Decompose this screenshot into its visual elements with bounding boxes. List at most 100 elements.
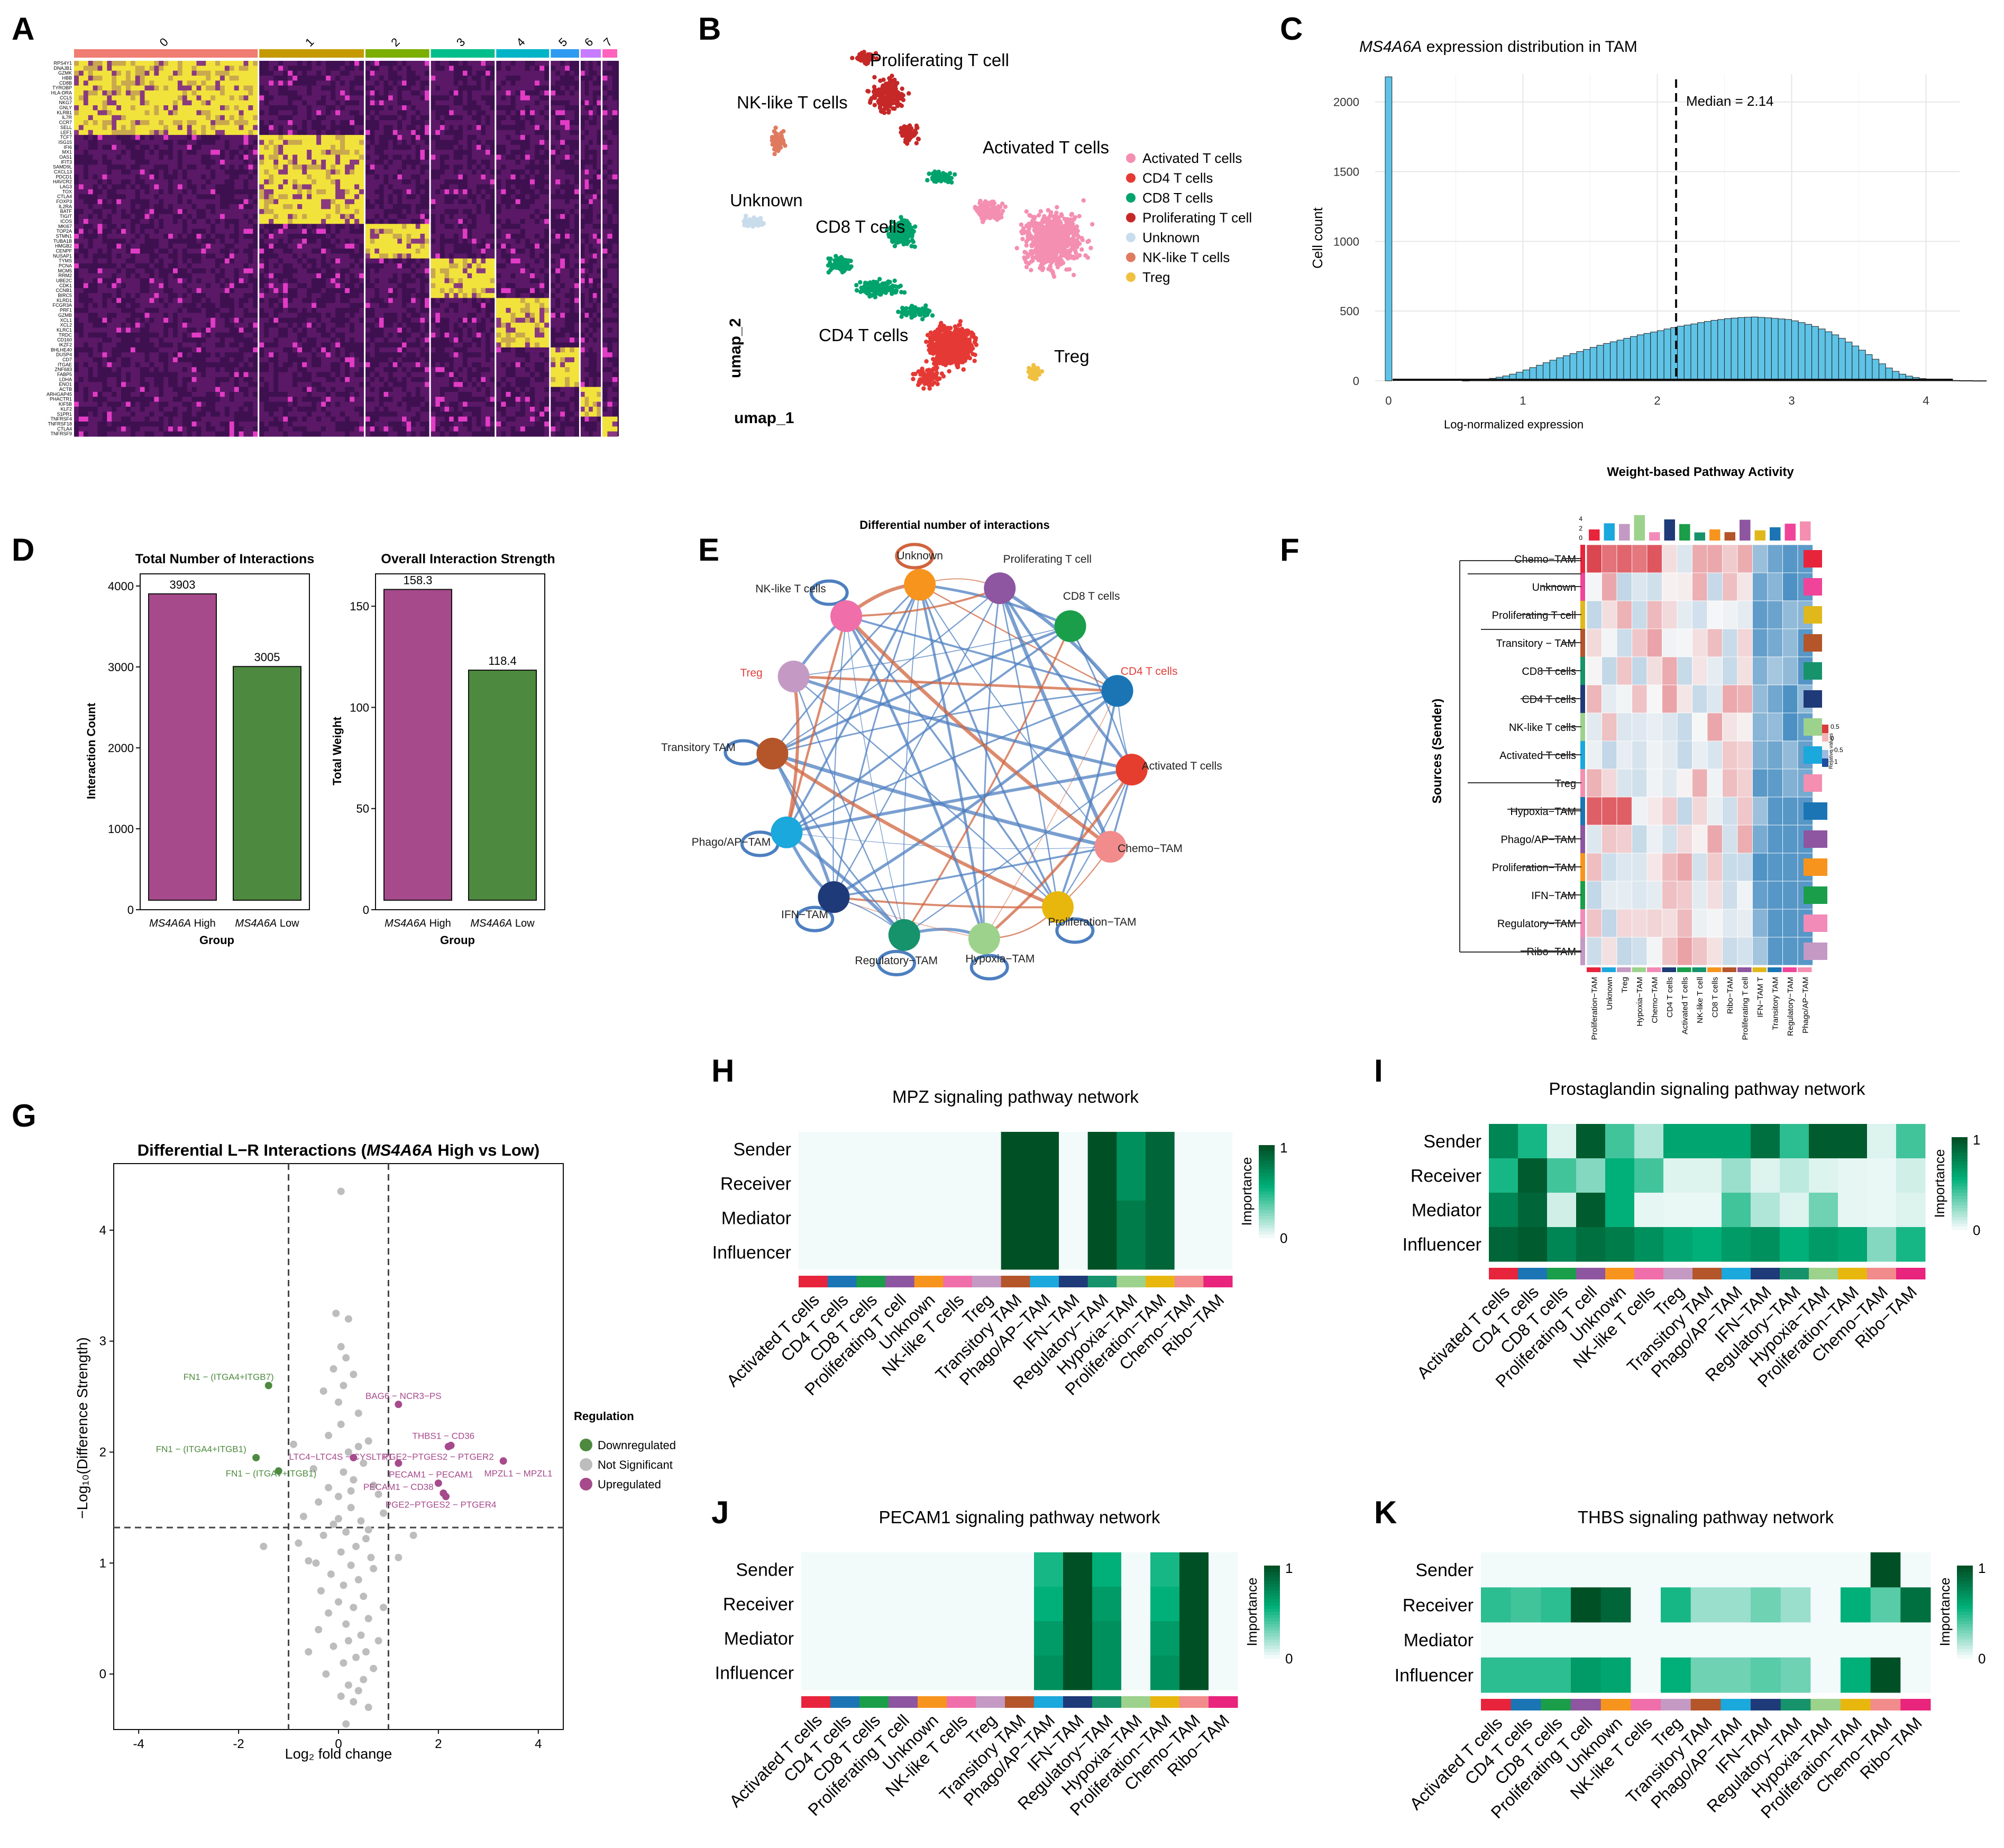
heatmap-a-cell <box>259 218 264 224</box>
heatmap-a-cell <box>374 115 380 121</box>
heatmap-a-cell <box>415 258 421 264</box>
heatmap-a-cell <box>539 144 545 150</box>
heatmap-a-cell <box>297 120 303 126</box>
heatmap-a-cell <box>102 169 107 175</box>
heatmap-a-cell <box>201 273 206 279</box>
heatmap-a-cell <box>135 66 141 71</box>
heatmap-a-cell <box>388 209 394 215</box>
heatmap-a-cell <box>243 105 249 111</box>
heatmap-a-cell <box>78 154 84 160</box>
heatmap-a-cell <box>472 169 477 175</box>
heatmap-a-cell <box>431 179 436 185</box>
heatmap-a-cell <box>365 76 371 81</box>
heatmap-a-cell <box>589 249 593 254</box>
heatmap-a-cell <box>374 233 380 239</box>
heatmap-a-cell <box>612 70 618 76</box>
heatmap-a-cell <box>93 85 98 91</box>
heatmap-a-cell <box>584 76 589 81</box>
heatmap-a-cell <box>125 164 131 170</box>
heatmap-a-cell <box>453 154 459 160</box>
heatmap-a-cell <box>307 105 312 111</box>
heatmap-a-cell <box>379 209 385 215</box>
heatmap-a-cell <box>196 243 202 249</box>
heatmap-a-cell <box>597 70 601 76</box>
heatmap-a-cell <box>239 179 244 185</box>
heatmap-a-cell <box>140 76 145 81</box>
heatmap-a-cell <box>515 70 521 76</box>
heatmap-a-cell <box>444 224 450 230</box>
heatmap-a-cell <box>476 164 482 170</box>
heatmap-a-cell <box>331 194 336 200</box>
heatmap-a-cell <box>201 258 206 264</box>
heatmap-a-cell <box>420 233 425 239</box>
heatmap-a-cell <box>121 95 126 101</box>
heatmap-a-cell <box>539 243 545 249</box>
heatmap-a-cell <box>560 233 565 239</box>
heatmap-a-cell <box>510 70 516 76</box>
heatmap-a-cell <box>350 179 355 185</box>
heatmap-a-cell <box>144 100 150 106</box>
heatmap-a-cell <box>472 125 477 131</box>
heatmap-a-cell <box>97 199 103 205</box>
heatmap-a-cell <box>172 154 178 160</box>
heatmap-a-cell <box>83 61 89 66</box>
heatmap-a-cell <box>229 85 235 91</box>
heatmap-a-cell <box>501 105 507 111</box>
heatmap-a-cell <box>592 110 598 116</box>
heatmap-a-cell <box>555 76 561 81</box>
heatmap-a-cell <box>551 135 556 141</box>
heatmap-a-cell <box>544 228 550 234</box>
heatmap-a-cell <box>292 174 298 180</box>
heatmap-a-cell <box>555 130 561 135</box>
heatmap-a-cell <box>125 140 131 145</box>
heatmap-a-cell <box>172 263 178 269</box>
heatmap-a-cell <box>125 199 131 205</box>
heatmap-a-cell <box>269 174 274 180</box>
heatmap-a-cell <box>269 199 274 205</box>
heatmap-a-cell <box>107 85 112 91</box>
heatmap-a-cell <box>112 80 117 86</box>
heatmap-a-cell <box>107 224 112 230</box>
heatmap-a-cell <box>163 233 169 239</box>
heatmap-a-cell <box>93 253 98 259</box>
heatmap-a-cell <box>359 105 364 111</box>
heatmap-a-cell <box>121 140 126 145</box>
heatmap-a-cell <box>259 249 264 254</box>
heatmap-a-cell <box>612 253 618 259</box>
heatmap-a-cell <box>496 204 501 209</box>
heatmap-a-cell <box>365 239 371 244</box>
heatmap-a-cell <box>177 204 183 209</box>
heatmap-a-cell <box>462 120 468 126</box>
heatmap-a-cell <box>239 239 244 244</box>
heatmap-a-cell <box>570 80 575 86</box>
heatmap-a-cell <box>580 144 585 150</box>
heatmap-a-cell <box>340 159 345 165</box>
heatmap-a-cell <box>431 120 436 126</box>
heatmap-a-cell <box>501 130 507 135</box>
heatmap-a-cell <box>602 115 608 121</box>
heatmap-a-cell <box>125 263 131 269</box>
heatmap-a-cell <box>269 85 274 91</box>
heatmap-a-cell <box>239 61 244 66</box>
heatmap-a-cell <box>264 239 269 244</box>
heatmap-a-cell <box>383 199 389 205</box>
heatmap-a-cell <box>458 218 463 224</box>
heatmap-a-cell <box>425 100 430 106</box>
heatmap-a-cell <box>321 110 326 116</box>
heatmap-a-cell <box>525 174 530 180</box>
heatmap-a-cell <box>496 189 501 195</box>
heatmap-a-cell <box>340 130 345 135</box>
heatmap-a-cell <box>74 135 79 141</box>
heatmap-a-cell <box>435 115 441 121</box>
heatmap-a-cell <box>539 100 545 106</box>
heatmap-a-cell <box>340 174 345 180</box>
heatmap-a-cell <box>401 115 407 121</box>
heatmap-a-cell <box>140 194 145 200</box>
heatmap-a-cell <box>467 95 472 101</box>
heatmap-a-cell <box>510 135 516 141</box>
heatmap-a-cell <box>331 61 336 66</box>
heatmap-a-cell <box>589 61 593 66</box>
heatmap-a-cell <box>476 174 482 180</box>
heatmap-a-cell <box>288 110 293 116</box>
heatmap-a-cell <box>88 204 94 209</box>
